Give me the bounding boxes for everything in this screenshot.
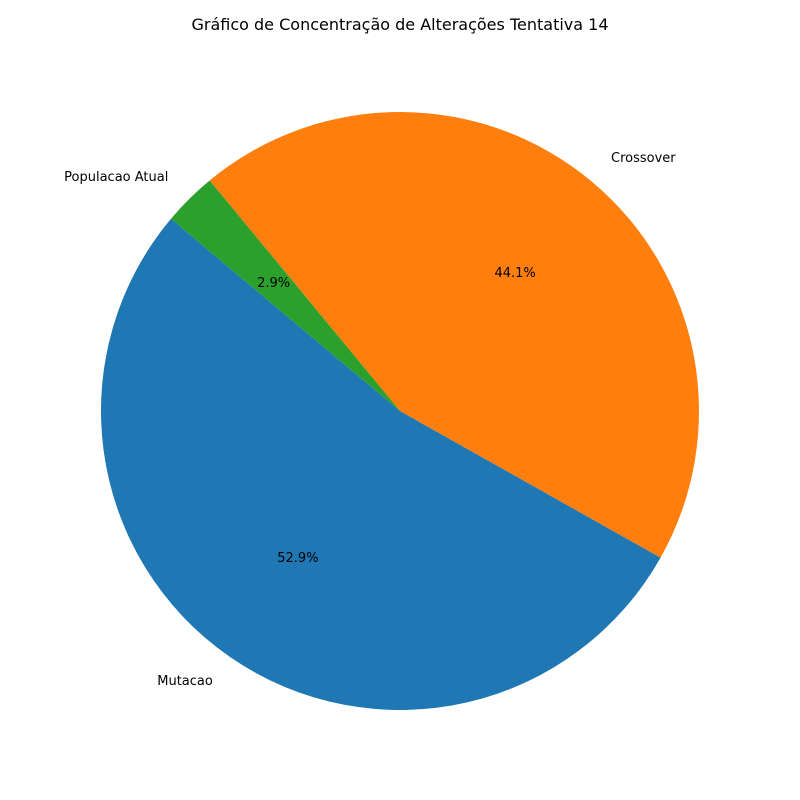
slice-percent-label: 52.9% xyxy=(277,551,318,566)
pie-slice-populacao-atual xyxy=(170,180,400,411)
pie-slice-mutacao xyxy=(100,218,661,711)
slice-label: Mutacao xyxy=(157,674,213,689)
slice-label: Populacao Atual xyxy=(64,170,168,185)
chart-title: Gráfico de Concentração de Alterações Te… xyxy=(191,15,608,34)
slice-label: Crossover xyxy=(611,151,676,166)
pie-labels: Mutacao 52.9% Crossover 44.1% Populacao Atua… xyxy=(64,151,676,689)
slice-percent-label: 2.9% xyxy=(257,276,290,291)
pie-slice-crossover xyxy=(209,112,699,558)
slice-percent-label: 44.1% xyxy=(494,266,535,281)
pie-slices xyxy=(100,112,699,711)
